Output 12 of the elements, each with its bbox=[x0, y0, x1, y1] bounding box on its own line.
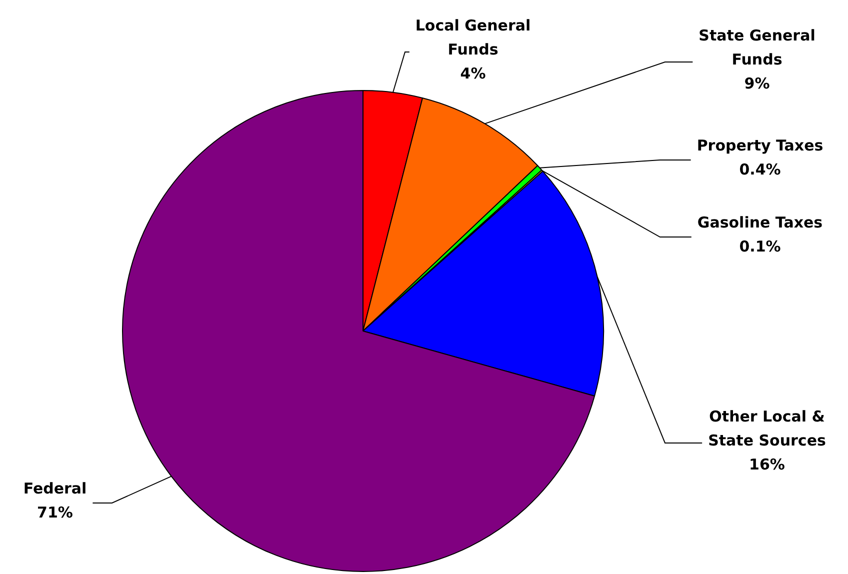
slice-label: State General Funds bbox=[698, 26, 816, 68]
slice-label: Other Local & State Sources bbox=[708, 407, 826, 450]
data-label: 16% bbox=[749, 455, 785, 474]
data-label: 4% bbox=[460, 64, 486, 82]
data-label: 9% bbox=[744, 74, 770, 92]
slice-label: Property Taxes bbox=[696, 136, 824, 154]
slice-label: Federal bbox=[23, 479, 87, 498]
slice-label: Gasoline Taxes bbox=[697, 213, 823, 232]
data-label: 71% bbox=[37, 503, 73, 522]
slice-label: Local General Funds bbox=[415, 16, 531, 58]
data-label: 0.4% bbox=[739, 160, 781, 178]
data-label: 0.1% bbox=[739, 237, 781, 256]
